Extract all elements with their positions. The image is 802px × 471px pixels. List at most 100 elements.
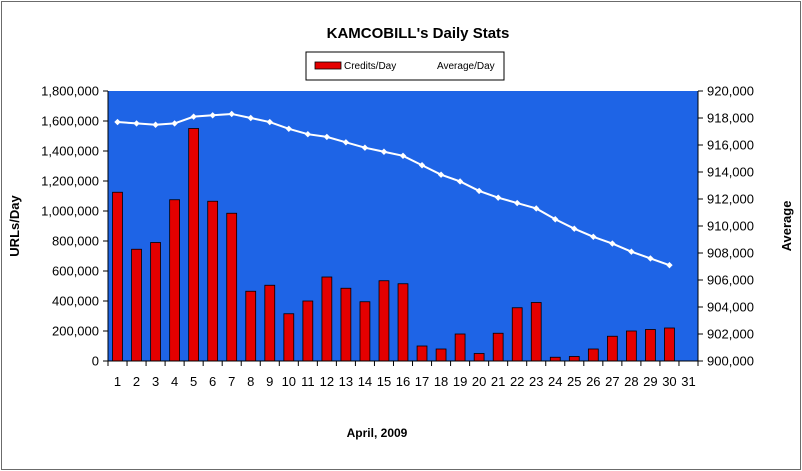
right-tick-label: 916,000 [707,138,754,153]
legend-label-credits: Credits/Day [344,61,396,72]
average-day-point-25 [571,225,578,232]
right-tick-label: 914,000 [707,165,754,180]
bar-credits-day-29 [645,329,656,362]
x-tick-label: 4 [171,374,178,389]
x-tick-label: 17 [415,374,429,389]
average-day-point-24 [552,216,559,223]
left-tick-label: 600,000 [52,264,99,279]
x-tick-label: 22 [510,374,524,389]
left-tick-label: 1,000,000 [41,204,99,219]
bar-credits-day-9 [264,284,276,362]
average-day-point-16 [399,152,407,159]
average-day-point-9 [266,118,273,126]
bar-credits-day-24 [549,356,561,362]
bar-series [112,128,675,362]
x-tick-label: 29 [643,374,657,389]
average-day-point-18 [437,171,445,178]
bar-credits-day-7 [226,212,238,362]
right-tick-label: 920,000 [707,84,754,99]
right-tick-label: 910,000 [707,219,754,234]
x-tick-label: 15 [377,374,391,389]
y-axis-label-left: URLs/Day [7,195,22,257]
x-tick-label: 12 [320,374,334,389]
average-day-point-19 [456,178,464,185]
x-tick-label: 11 [301,374,315,389]
x-tick-label: 23 [529,374,543,389]
bar-credits-day-15 [378,280,390,362]
average-day-point-30 [666,261,673,269]
bar-credits-day-26 [587,348,599,362]
average-day-point-7 [228,110,235,118]
average-day-point-1 [114,118,121,126]
bar-credits-day-28 [626,330,637,362]
average-day-point-17 [418,162,426,169]
right-tick-label: 904,000 [707,300,754,315]
left-tick-label: 200,000 [52,324,99,339]
bar-credits-day-4 [169,199,180,362]
left-axis-ticks: 0 200,000 400,000 600,000 800,000 1,000,000 1,… [41,84,108,369]
x-axis-label: April, 2009 [347,426,408,440]
bar-credits-day-16 [397,283,409,362]
chart-title: KAMCOBILL's Daily Stats [327,25,510,42]
x-tick-label: 30 [662,374,676,389]
x-tick-label: 18 [434,374,448,389]
average-day-point-29 [647,255,654,262]
average-day-point-20 [475,187,483,195]
right-tick-label: 900,000 [707,354,754,369]
average-day-point-10 [285,125,293,132]
average-day-point-28 [628,248,635,255]
average-day-point-3 [152,121,159,128]
bar-credits-day-10 [283,313,295,362]
right-axis-ticks: 900,000 902,000 904,000 906,000 908,000 910,0… [698,84,754,369]
bar-credits-day-20 [473,353,485,362]
bar-credits-day-2 [131,248,142,362]
line-series [114,110,673,269]
average-day-point-23 [533,205,540,212]
x-tick-label: 14 [358,374,372,389]
x-tick-label: 26 [586,374,600,389]
x-tick-label: 24 [548,374,562,389]
x-tick-label: 20 [472,374,486,389]
average-day-line [117,112,670,267]
right-tick-label: 902,000 [707,327,754,342]
bar-credits-day-19 [454,333,466,362]
average-day-point-11 [304,131,312,138]
bar-credits-day-17 [416,345,428,362]
bar-credits-day-18 [435,348,447,362]
x-tick-label: 10 [282,374,296,389]
x-tick-label: 16 [396,374,410,389]
bar-credits-day-21 [492,332,504,362]
bar-credits-day-30 [664,327,675,362]
bar-credits-day-6 [207,200,219,362]
x-tick-label: 21 [491,374,505,389]
bar-credits-day-13 [340,287,352,362]
left-tick-label: 1,200,000 [41,174,99,189]
bar-credits-day-1 [112,191,123,362]
x-tick-label: 9 [266,374,273,389]
bar-credits-day-27 [607,335,618,362]
left-tick-label: 1,600,000 [41,114,99,129]
average-day-point-14 [361,144,369,151]
bar-credits-day-5 [188,128,199,362]
x-tick-label: 3 [152,374,159,389]
bar-credits-day-3 [150,242,161,362]
bar-credits-day-23 [530,302,542,362]
right-tick-label: 912,000 [707,192,754,207]
average-day-point-8 [247,114,254,122]
average-day-point-27 [609,240,616,247]
bar-credits-day-12 [321,276,333,362]
left-tick-label: 1,400,000 [41,144,99,159]
x-tick-label: 7 [228,374,235,389]
bar-credits-day-14 [359,301,371,362]
average-day-point-4 [171,120,178,127]
right-tick-label: 908,000 [707,246,754,261]
x-axis-ticks: 1 2 3 4 5 6 7 8 9 10 11 12 13 14 15 16 17 18 19 20 21 22 23 24 2… [107,361,699,389]
average-day-point-2 [133,120,140,127]
bar-credits-day-22 [511,307,523,362]
legend: Credits/Day Average/Day [305,51,505,81]
average-day-point-5 [190,113,197,120]
average-day-point-6 [209,112,216,119]
legend-label-average: Average/Day [437,61,495,72]
red-bar-swatch-icon [314,61,342,70]
